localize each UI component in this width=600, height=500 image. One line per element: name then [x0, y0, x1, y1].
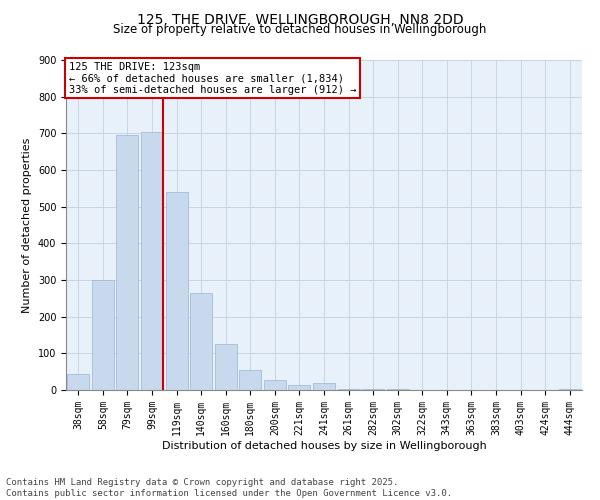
Text: Contains HM Land Registry data © Crown copyright and database right 2025.
Contai: Contains HM Land Registry data © Crown c… [6, 478, 452, 498]
Bar [239, 370, 262, 390]
Text: 125, THE DRIVE, WELLINGBOROUGH, NN8 2DD: 125, THE DRIVE, WELLINGBOROUGH, NN8 2DD [137, 12, 463, 26]
Bar [141, 132, 163, 390]
Bar [116, 135, 139, 390]
Text: Size of property relative to detached houses in Wellingborough: Size of property relative to detached ho… [113, 22, 487, 36]
Text: 125 THE DRIVE: 123sqm
← 66% of detached houses are smaller (1,834)
33% of semi-d: 125 THE DRIVE: 123sqm ← 66% of detached … [68, 62, 356, 95]
Bar [67, 374, 89, 390]
Bar [264, 380, 286, 390]
Bar [92, 280, 114, 390]
X-axis label: Distribution of detached houses by size in Wellingborough: Distribution of detached houses by size … [161, 440, 487, 450]
Bar [166, 192, 188, 390]
Bar [289, 385, 310, 390]
Bar [190, 293, 212, 390]
Y-axis label: Number of detached properties: Number of detached properties [22, 138, 32, 312]
Bar [215, 344, 237, 390]
Bar [313, 384, 335, 390]
